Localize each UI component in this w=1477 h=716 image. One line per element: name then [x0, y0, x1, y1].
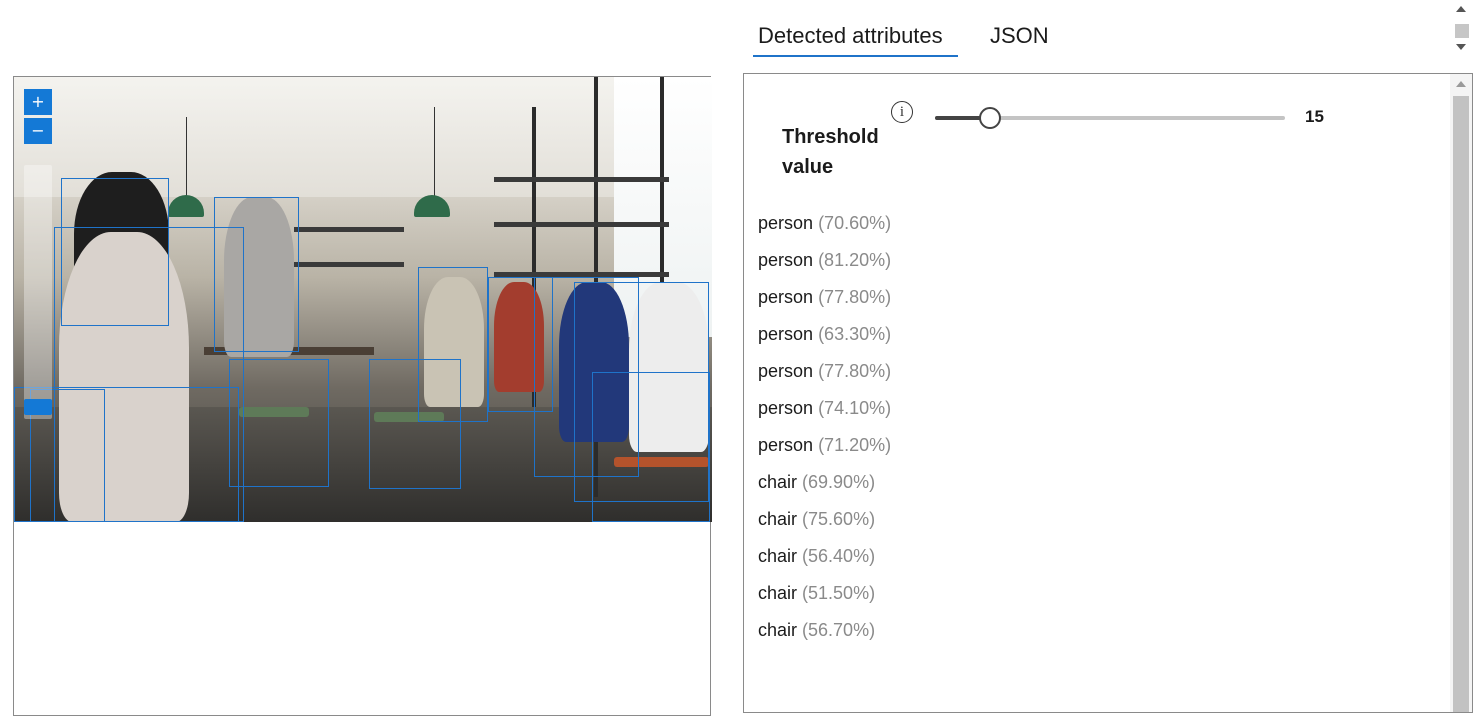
- photo-chair: [374, 412, 444, 422]
- photo-lamp-cord: [186, 117, 187, 197]
- attributes-panel: Threshold value i 15 person (70.60%) pers…: [743, 73, 1473, 713]
- tab-detected-attributes[interactable]: Detected attributes: [758, 16, 943, 56]
- list-item: chair (75.60%): [758, 506, 891, 543]
- page-scroll-thumb[interactable]: [1455, 24, 1469, 38]
- detection-box-person[interactable]: [574, 282, 709, 502]
- photo-person: [629, 282, 709, 452]
- list-item: chair (69.90%): [758, 469, 891, 506]
- photo-shelf-pole: [532, 107, 536, 407]
- attribute-confidence: (74.10%): [818, 398, 892, 418]
- detection-box-person[interactable]: [61, 178, 169, 326]
- list-item: person (77.80%): [758, 358, 891, 395]
- panel-scroll-thumb[interactable]: [1453, 96, 1469, 712]
- attribute-name: person: [758, 250, 814, 270]
- attribute-name: chair: [758, 583, 798, 603]
- photo-shelf: [294, 262, 404, 267]
- photo-pendant-lamp: [168, 195, 204, 217]
- attribute-confidence: (70.60%): [818, 213, 892, 233]
- attribute-name: person: [758, 324, 814, 344]
- list-item: chair (56.70%): [758, 617, 891, 654]
- list-item: person (70.60%): [758, 210, 891, 247]
- detection-box-chair[interactable]: [592, 372, 710, 522]
- attribute-confidence: (63.30%): [818, 324, 892, 344]
- list-item: person (71.20%): [758, 432, 891, 469]
- photo-shelf: [494, 177, 669, 182]
- photo-shelf: [494, 272, 669, 277]
- zoom-slider-knob[interactable]: [24, 399, 52, 415]
- attribute-name: chair: [758, 472, 798, 492]
- attribute-name: person: [758, 213, 814, 233]
- list-item: chair (51.50%): [758, 580, 891, 617]
- attribute-confidence: (75.60%): [802, 509, 876, 529]
- photo-person: [494, 282, 544, 392]
- photo-pendant-lamp: [414, 195, 450, 217]
- detection-box-person[interactable]: [488, 277, 553, 412]
- scroll-up-arrow-icon[interactable]: [1456, 81, 1466, 87]
- detection-box-person[interactable]: [418, 267, 488, 422]
- image-viewer[interactable]: + −: [13, 76, 712, 716]
- threshold-value: 15: [1305, 107, 1324, 126]
- attribute-name: chair: [758, 509, 798, 529]
- list-item: person (81.20%): [758, 247, 891, 284]
- attribute-confidence: (56.70%): [802, 620, 876, 640]
- tab-json[interactable]: JSON: [990, 16, 1049, 56]
- zoom-out-button[interactable]: −: [24, 118, 52, 144]
- detection-box-chair[interactable]: [14, 387, 239, 522]
- list-item: person (77.80%): [758, 284, 891, 321]
- attribute-confidence: (69.90%): [802, 472, 876, 492]
- detection-box-chair[interactable]: [369, 359, 461, 489]
- zoom-in-button[interactable]: +: [24, 89, 52, 115]
- detected-attributes-list: person (70.60%) person (81.20%) person (77…: [758, 210, 891, 654]
- threshold-label: Threshold value: [782, 126, 879, 178]
- photo-lamp-cord: [434, 107, 435, 197]
- attribute-name: person: [758, 435, 814, 455]
- photo-person: [424, 277, 484, 407]
- threshold-slider[interactable]: [935, 107, 1285, 129]
- list-item: person (63.30%): [758, 321, 891, 358]
- photo-person: [59, 232, 189, 522]
- photo-person: [559, 282, 629, 442]
- photo-person: [224, 197, 294, 357]
- page-scrollbar[interactable]: [1453, 4, 1471, 58]
- list-item: chair (56.40%): [758, 543, 891, 580]
- scroll-up-arrow-icon[interactable]: [1456, 6, 1466, 12]
- attribute-confidence: (77.80%): [818, 287, 892, 307]
- panel-scrollbar[interactable]: [1450, 74, 1472, 712]
- threshold-slider-thumb[interactable]: [978, 107, 1001, 129]
- threshold-slider-fill: [935, 116, 988, 120]
- photo-chair: [239, 407, 309, 417]
- attribute-name: person: [758, 361, 814, 381]
- attribute-name: person: [758, 287, 814, 307]
- attribute-confidence: (81.20%): [818, 250, 892, 270]
- zoom-slider-track[interactable]: [24, 165, 52, 419]
- info-icon[interactable]: i: [891, 101, 913, 123]
- detection-box-chair[interactable]: [229, 359, 329, 487]
- attribute-name: chair: [758, 546, 798, 566]
- analyzed-photo: [14, 77, 712, 522]
- attribute-name: person: [758, 398, 814, 418]
- detection-box-person[interactable]: [214, 197, 299, 352]
- attribute-confidence: (71.20%): [818, 435, 892, 455]
- detection-box-person[interactable]: [534, 277, 639, 477]
- attribute-confidence: (51.50%): [802, 583, 876, 603]
- photo-shelf-pole: [660, 77, 664, 357]
- attribute-name: chair: [758, 620, 798, 640]
- active-tab-indicator: [753, 55, 958, 57]
- attribute-confidence: (77.80%): [818, 361, 892, 381]
- attribute-confidence: (56.40%): [802, 546, 876, 566]
- photo-shelf: [294, 227, 404, 232]
- photo-chair: [614, 457, 709, 467]
- scroll-down-arrow-icon[interactable]: [1456, 44, 1466, 50]
- photo-shelf: [494, 222, 669, 227]
- list-item: person (74.10%): [758, 395, 891, 432]
